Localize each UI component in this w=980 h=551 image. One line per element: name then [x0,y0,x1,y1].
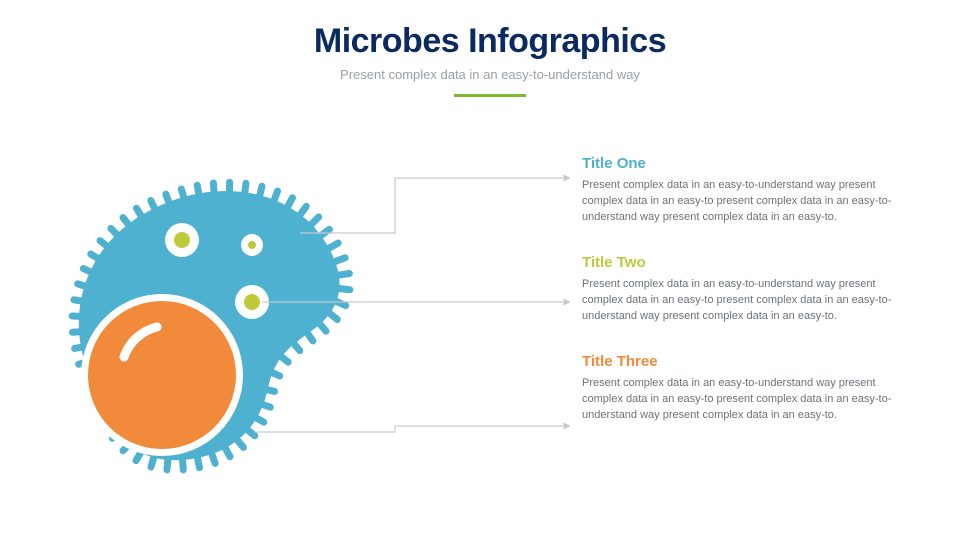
item-title: Title Two [582,254,912,271]
list-item: Title Three Present complex data in an e… [582,353,912,424]
item-title: Title One [582,155,912,172]
list-item: Title One Present complex data in an eas… [582,155,912,226]
item-body: Present complex data in an easy-to-under… [582,178,912,226]
items-list: Title One Present complex data in an eas… [582,155,912,451]
list-item: Title Two Present complex data in an eas… [582,254,912,325]
infographic-page: Microbes Infographics Present complex da… [0,0,980,551]
item-body: Present complex data in an easy-to-under… [582,277,912,325]
item-title: Title Three [582,353,912,370]
item-body: Present complex data in an easy-to-under… [582,376,912,424]
